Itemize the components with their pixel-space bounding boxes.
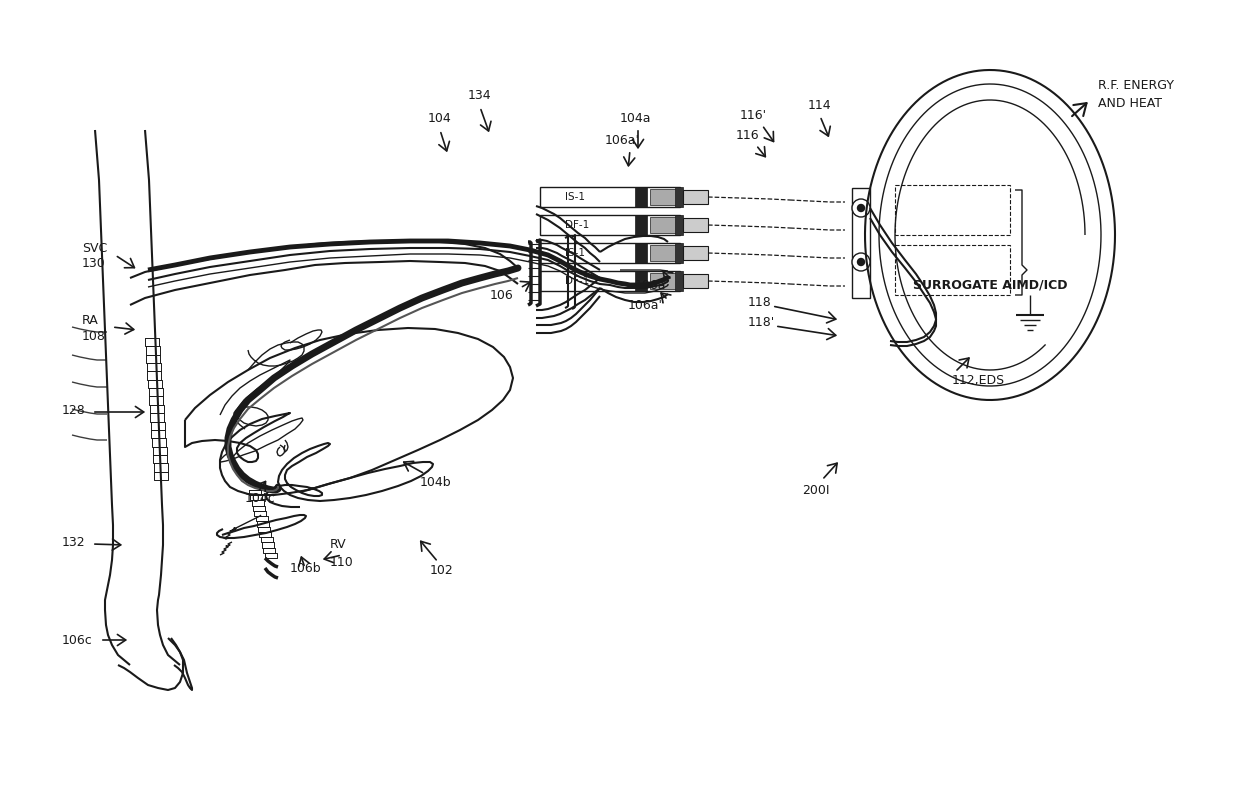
Text: 130: 130: [82, 257, 105, 270]
Text: AND HEAT: AND HEAT: [1097, 97, 1162, 109]
Bar: [650, 245, 678, 261]
FancyBboxPatch shape: [539, 243, 680, 263]
Text: 134: 134: [467, 89, 491, 101]
Bar: [635, 243, 647, 263]
Text: 106a: 106a: [635, 279, 667, 291]
Bar: [635, 271, 647, 291]
Bar: [895, 185, 1011, 235]
Text: 128: 128: [62, 403, 86, 416]
Circle shape: [852, 253, 870, 271]
Text: IS-1: IS-1: [565, 192, 585, 202]
Text: SURROGATE AIMD/ICD: SURROGATE AIMD/ICD: [913, 279, 1068, 291]
Bar: [675, 271, 683, 291]
Text: 104b: 104b: [420, 476, 451, 489]
Text: 118': 118': [748, 316, 775, 328]
Bar: [650, 273, 678, 289]
Text: 116': 116': [740, 109, 768, 122]
Text: 116: 116: [737, 129, 760, 142]
Text: 110: 110: [330, 555, 353, 568]
Bar: [635, 187, 647, 207]
Bar: [635, 215, 647, 235]
Bar: [675, 187, 683, 207]
FancyBboxPatch shape: [539, 271, 680, 291]
Text: 106a': 106a': [605, 134, 640, 147]
Text: 112,EDS: 112,EDS: [952, 374, 1006, 386]
Bar: [895, 245, 1011, 295]
Text: DF-1: DF-1: [565, 220, 589, 230]
Text: 104a: 104a: [620, 112, 651, 125]
Text: 132: 132: [62, 536, 86, 550]
FancyBboxPatch shape: [539, 187, 680, 207]
Text: 106b: 106b: [290, 562, 321, 575]
Text: 118: 118: [748, 295, 771, 308]
Bar: [683, 218, 708, 232]
Bar: [650, 189, 678, 205]
FancyBboxPatch shape: [539, 215, 680, 235]
Bar: [675, 243, 683, 263]
Circle shape: [852, 199, 870, 217]
Bar: [852, 188, 870, 298]
Text: DF-1: DF-1: [565, 276, 589, 286]
Text: RA: RA: [82, 313, 99, 327]
Bar: [675, 215, 683, 235]
Text: SVC: SVC: [82, 242, 107, 254]
Text: 106a": 106a": [627, 299, 666, 312]
Text: 106c: 106c: [62, 634, 93, 646]
Text: 114: 114: [808, 98, 832, 112]
Text: 104c: 104c: [246, 492, 275, 505]
Text: RV: RV: [330, 539, 347, 551]
Bar: [683, 190, 708, 204]
Text: IS-1: IS-1: [565, 248, 585, 258]
Bar: [683, 246, 708, 260]
Text: 200I: 200I: [802, 484, 830, 497]
Text: 102: 102: [430, 564, 454, 576]
Circle shape: [858, 204, 864, 212]
Bar: [650, 217, 678, 233]
Text: 108: 108: [82, 329, 105, 342]
Text: R.F. ENERGY: R.F. ENERGY: [1097, 79, 1174, 92]
Circle shape: [858, 258, 864, 266]
Text: 104: 104: [428, 112, 451, 125]
Bar: [683, 274, 708, 288]
Text: 106: 106: [490, 288, 513, 302]
